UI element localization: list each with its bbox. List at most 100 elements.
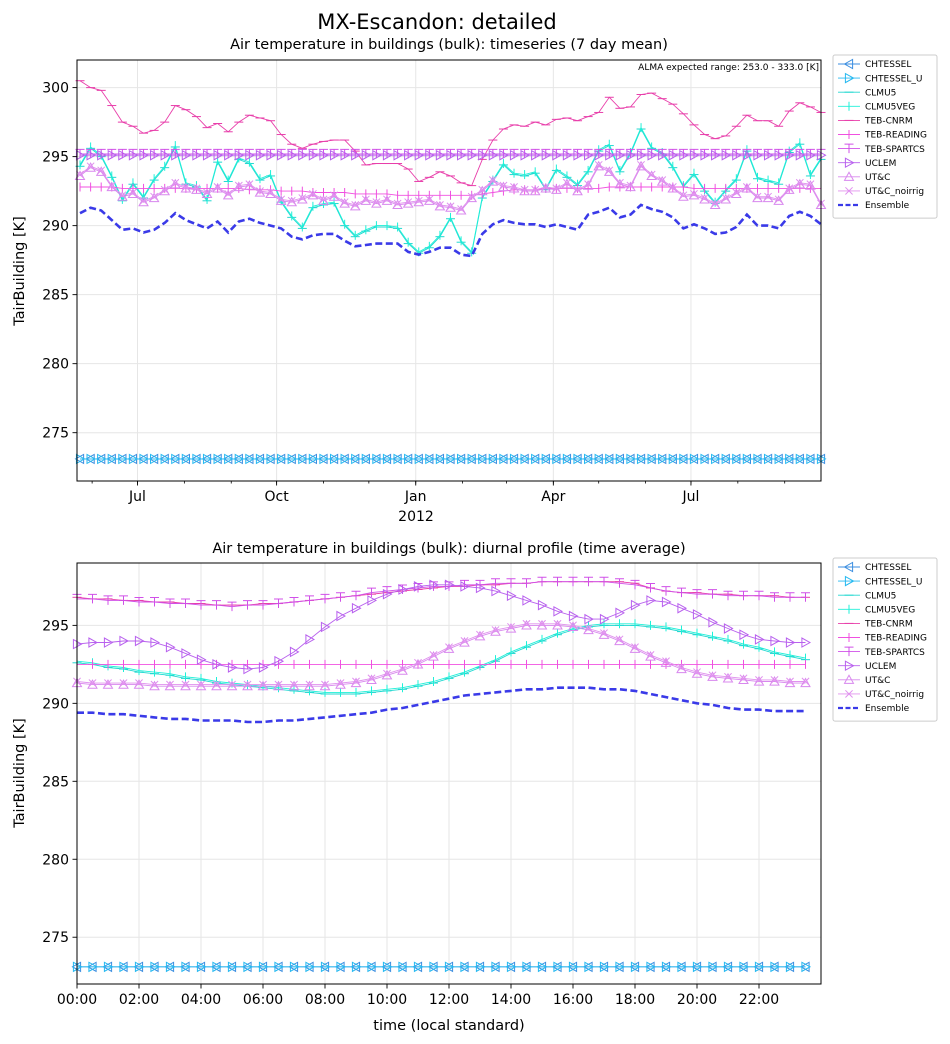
legend-label: TEB-SPARTCS xyxy=(864,648,925,658)
data-point xyxy=(336,679,345,688)
data-point xyxy=(86,149,97,161)
data-point xyxy=(536,619,548,630)
data-point xyxy=(192,149,202,161)
data-point xyxy=(475,961,486,973)
data-point xyxy=(203,188,212,197)
data-point xyxy=(88,637,99,648)
data-point xyxy=(288,680,300,691)
data-point xyxy=(721,453,732,465)
data-point xyxy=(626,181,635,190)
legend-entry-uclem: UCLEM xyxy=(838,660,896,672)
series-chtessel-u xyxy=(75,453,827,465)
data-point xyxy=(732,453,742,465)
legend-marker xyxy=(843,58,854,70)
data-point xyxy=(277,195,286,204)
x-tick-label: 06:00 xyxy=(243,992,283,1008)
data-point xyxy=(753,453,764,465)
timeseries-panel: Air temperature in buildings (bulk): tim… xyxy=(12,37,938,525)
data-point xyxy=(181,149,192,161)
data-point xyxy=(274,655,285,667)
data-point xyxy=(490,626,501,636)
y-tick-label: 290 xyxy=(42,696,69,712)
data-point xyxy=(763,149,774,161)
data-point xyxy=(467,149,478,161)
data-point xyxy=(404,198,413,207)
data-point xyxy=(164,680,176,691)
data-point xyxy=(573,148,583,159)
data-point xyxy=(273,680,284,691)
x-tick-label: 22:00 xyxy=(739,992,779,1008)
legend-marker xyxy=(844,143,854,154)
data-point xyxy=(102,679,114,689)
data-point xyxy=(87,679,98,689)
data-point xyxy=(414,453,425,465)
data-point xyxy=(658,453,668,465)
data-point xyxy=(568,576,578,587)
data-point xyxy=(383,195,391,204)
data-point xyxy=(594,149,605,161)
legend-label: TEB-CNRM xyxy=(864,620,913,630)
data-point xyxy=(298,194,307,202)
data-point xyxy=(444,579,455,591)
data-point xyxy=(255,149,266,161)
data-point xyxy=(806,149,816,161)
data-point xyxy=(600,629,608,638)
data-point xyxy=(769,675,780,686)
data-point xyxy=(429,961,440,973)
data-point xyxy=(731,148,741,159)
data-point xyxy=(318,148,328,159)
data-point xyxy=(467,192,476,201)
figure-title: MX-Escandon: detailed xyxy=(317,10,556,34)
data-point xyxy=(630,579,640,590)
data-point xyxy=(661,586,671,596)
data-point xyxy=(392,199,403,210)
data-point xyxy=(118,453,128,465)
data-point xyxy=(308,453,319,465)
data-point xyxy=(434,200,446,211)
legend-marker xyxy=(845,689,853,698)
data-point xyxy=(552,619,563,630)
data-point xyxy=(181,453,192,465)
data-point xyxy=(551,148,561,159)
data-point xyxy=(562,453,573,465)
data-point xyxy=(667,182,679,193)
data-point xyxy=(104,679,112,688)
data-point xyxy=(605,149,615,161)
data-point xyxy=(351,453,361,465)
data-point xyxy=(319,149,330,161)
data-point xyxy=(133,679,145,689)
data-point xyxy=(785,592,795,602)
data-point xyxy=(552,184,561,193)
legend-label: UT&C xyxy=(865,173,890,183)
data-point xyxy=(118,149,128,161)
data-point xyxy=(444,961,455,973)
data-point xyxy=(243,961,254,973)
data-point xyxy=(476,185,488,196)
data-point xyxy=(689,148,699,159)
data-point xyxy=(320,621,331,633)
data-point xyxy=(507,622,515,631)
data-point xyxy=(435,453,446,465)
data-point xyxy=(742,183,751,191)
data-point xyxy=(319,680,331,691)
data-point xyxy=(739,961,750,973)
legend-entry-teb-reading: TEB-READING xyxy=(838,130,927,141)
data-point xyxy=(367,674,376,683)
legend-label: CLMU5 xyxy=(865,591,896,601)
data-point xyxy=(519,185,530,196)
data-point xyxy=(160,453,171,465)
data-point xyxy=(139,148,149,159)
data-point xyxy=(211,680,222,691)
data-point xyxy=(367,587,376,598)
data-point xyxy=(711,453,721,465)
data-point xyxy=(404,149,414,161)
data-point xyxy=(739,674,748,683)
data-point xyxy=(770,675,779,684)
data-point xyxy=(196,600,206,610)
data-point xyxy=(192,184,201,193)
data-point xyxy=(226,680,238,691)
data-point xyxy=(180,680,191,691)
data-point xyxy=(774,453,785,465)
data-point xyxy=(213,453,224,465)
